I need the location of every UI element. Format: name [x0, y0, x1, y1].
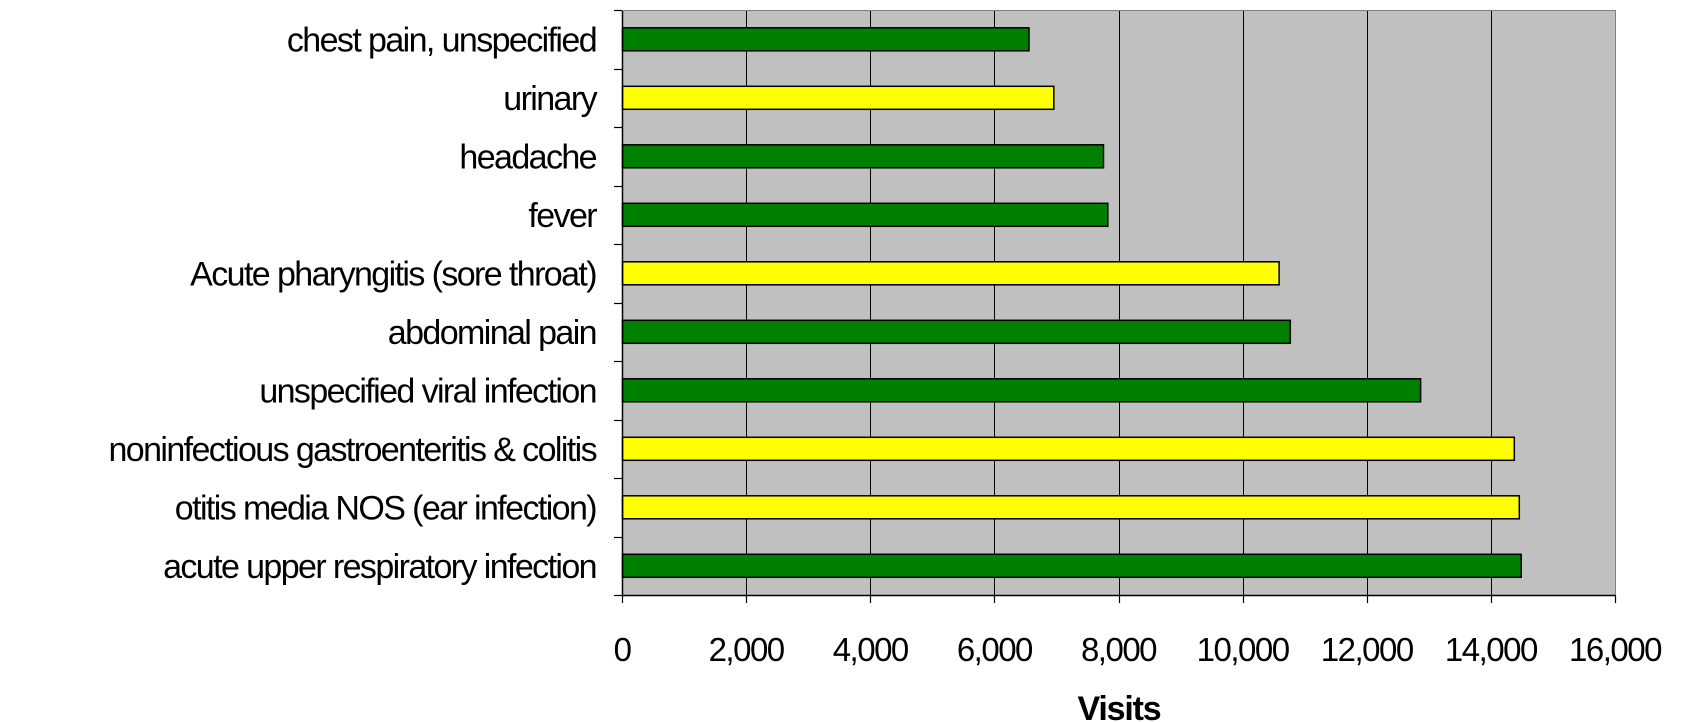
bars — [621, 27, 1522, 579]
category-label: urinary — [503, 80, 597, 118]
x-tick-label: 16,000 — [1569, 631, 1662, 668]
category-label: fever — [528, 197, 597, 235]
category-label: chest pain, unspecified — [287, 21, 596, 59]
bar — [621, 495, 1521, 520]
x-tick-label: 6,000 — [957, 631, 1033, 668]
category-label: unspecified viral infection — [259, 372, 596, 410]
bar — [621, 378, 1422, 403]
category-labels: chest pain, unspecified urinary headache fe… — [108, 21, 599, 586]
category-label: otitis media NOS (ear infection) — [175, 489, 596, 527]
bar — [621, 27, 1030, 52]
x-tick-label: 0 — [614, 631, 632, 668]
axes — [614, 9, 1617, 603]
category-label: abdominal pain — [388, 314, 596, 352]
x-tick-label: 2,000 — [709, 631, 785, 668]
category-label: Acute pharyngitis (sore throat) — [190, 255, 596, 293]
bar — [621, 202, 1109, 228]
bar — [621, 144, 1105, 169]
x-tick-label: 4,000 — [833, 631, 909, 668]
category-label: noninfectious gastroenteritis & colitis — [108, 431, 596, 469]
bar — [621, 85, 1055, 111]
x-tick-label: 14,000 — [1445, 631, 1538, 668]
x-tick-label: 8,000 — [1081, 631, 1157, 668]
bar — [621, 261, 1280, 286]
category-label: acute upper respiratory infection — [163, 548, 596, 586]
bar — [621, 319, 1292, 345]
bar — [621, 553, 1522, 579]
bar — [621, 436, 1516, 462]
x-tick-labels: 0 2,000 4,000 6,000 8,000 10,000 12,000 14,000 1… — [614, 631, 1664, 668]
category-label: headache — [459, 138, 596, 176]
x-tick-label: 10,000 — [1197, 631, 1290, 668]
x-axis-title: Visits — [1078, 690, 1161, 722]
x-tick-label: 12,000 — [1321, 631, 1414, 668]
